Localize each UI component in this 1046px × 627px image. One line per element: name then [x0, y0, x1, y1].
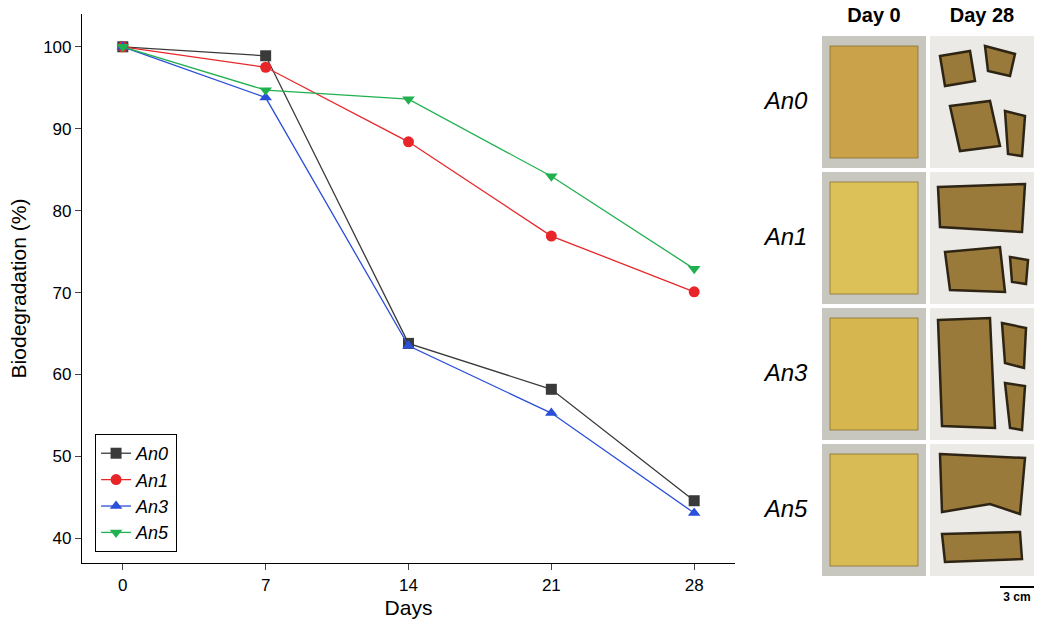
- svg-text:60: 60: [53, 365, 72, 384]
- html-text:An1: An1: [764, 223, 808, 250]
- html-text:An0: An0: [764, 87, 808, 114]
- html-text:3 cm: 3 cm: [1003, 590, 1031, 604]
- svg-text:7: 7: [261, 576, 270, 595]
- svg-text:80: 80: [53, 202, 72, 221]
- svg-text:28: 28: [685, 576, 704, 595]
- svg-text:40: 40: [53, 529, 72, 548]
- svg-text:An0: An0: [135, 444, 168, 464]
- svg-text:21: 21: [542, 576, 561, 595]
- svg-text:0: 0: [118, 576, 127, 595]
- html-text:Day 28: Day 28: [949, 4, 1015, 26]
- html-text:An3: An3: [764, 359, 808, 386]
- svg-text:Days: Days: [385, 596, 433, 619]
- svg-text:100: 100: [43, 38, 71, 57]
- html-text:Day 0: Day 0: [847, 4, 901, 26]
- svg-text:14: 14: [399, 576, 418, 595]
- svg-text:70: 70: [53, 284, 72, 303]
- svg-text:An1: An1: [135, 471, 168, 491]
- svg-text:An3: An3: [135, 497, 168, 517]
- html-text:An5: An5: [764, 495, 808, 522]
- svg-text:90: 90: [53, 120, 72, 139]
- svg-text:Biodegradation (%): Biodegradation (%): [7, 199, 30, 379]
- svg-text:An5: An5: [135, 523, 169, 543]
- svg-text:50: 50: [53, 447, 72, 466]
